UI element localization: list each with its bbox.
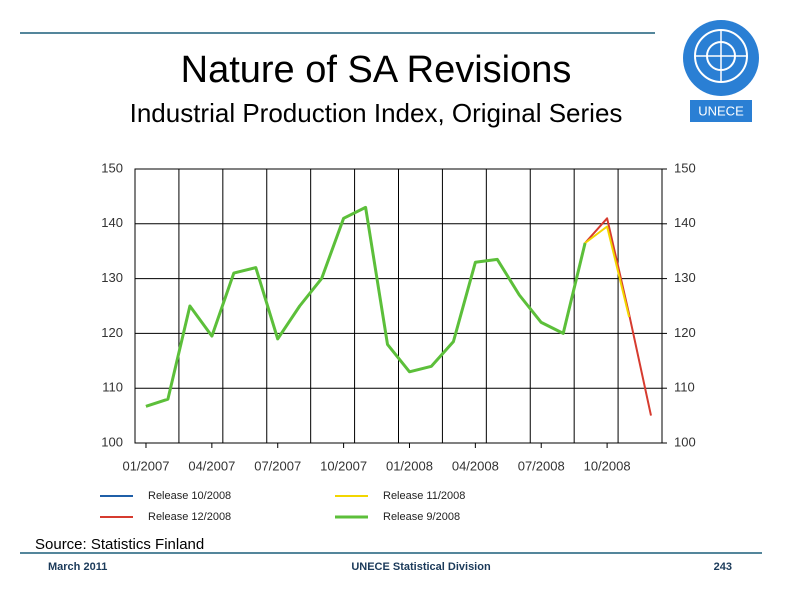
logo: UNECE <box>683 20 759 122</box>
footer-left: March 2011 <box>48 561 107 573</box>
footer-center: UNECE Statistical Division <box>351 561 491 573</box>
title: Nature of SA Revisions <box>181 49 572 91</box>
y-tick-label: 100 <box>101 434 123 449</box>
x-tick-label: 04/2008 <box>452 458 499 473</box>
y2-tick-label: 150 <box>674 160 696 175</box>
y-tick-label: 130 <box>101 270 123 285</box>
legend-label: Release 12/2008 <box>148 511 231 523</box>
legend-label: Release 10/2008 <box>148 490 231 502</box>
x-tick-label: 01/2007 <box>122 458 169 473</box>
series-line <box>145 205 587 408</box>
x-tick-label: 10/2007 <box>320 458 367 473</box>
logo-band <box>690 100 752 122</box>
x-tick-label: 07/2008 <box>518 458 565 473</box>
legend-label: Release 9/2008 <box>383 511 460 523</box>
footer-right: 243 <box>714 561 732 573</box>
y-tick-label: 140 <box>101 215 123 230</box>
x-tick-label: 04/2007 <box>188 458 235 473</box>
x-tick-label: 01/2008 <box>386 458 433 473</box>
y-tick-label: 150 <box>101 160 123 175</box>
source: Source: Statistics Finland <box>35 536 204 553</box>
logo-text: UNECE <box>698 103 744 118</box>
y2-tick-label: 110 <box>674 380 695 395</box>
x-tick-label: 10/2008 <box>584 458 631 473</box>
y2-tick-label: 140 <box>674 215 696 230</box>
x-tick-label: 07/2007 <box>254 458 301 473</box>
y2-tick-label: 100 <box>674 434 696 449</box>
y2-tick-label: 130 <box>674 270 696 285</box>
y-tick-label: 120 <box>101 325 123 340</box>
y2-tick-label: 120 <box>674 325 696 340</box>
subtitle: Industrial Production Index, Original Se… <box>130 98 623 128</box>
y-tick-label: 110 <box>102 380 123 395</box>
legend-label: Release 11/2008 <box>383 490 465 502</box>
